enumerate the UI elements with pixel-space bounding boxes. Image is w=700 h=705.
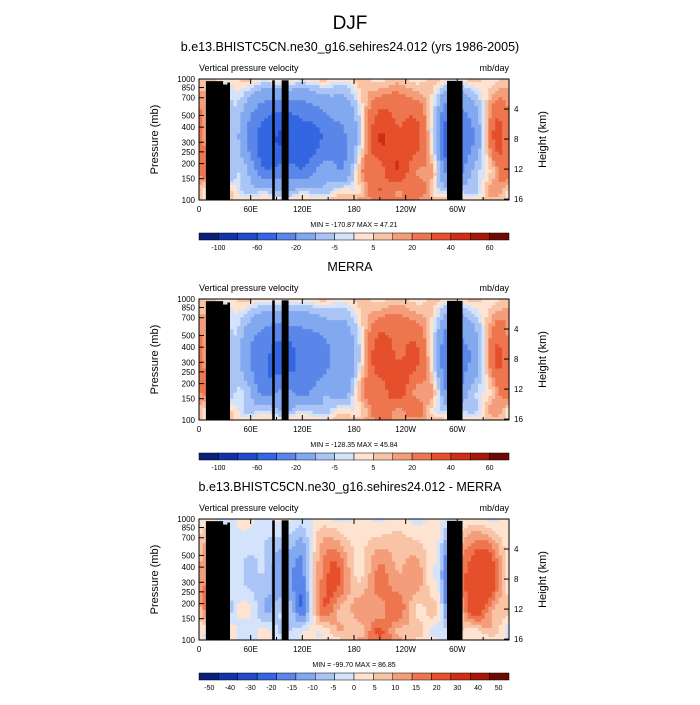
- right-string: mb/day: [479, 283, 509, 293]
- y-tick-label: 150: [182, 175, 196, 184]
- topography: [227, 83, 230, 200]
- y-tick-label: 200: [182, 160, 196, 169]
- colorbar-box: [257, 233, 276, 240]
- colorbar-label: 40: [447, 245, 455, 252]
- topography: [272, 80, 275, 200]
- page-title: DJF: [333, 13, 368, 34]
- colorbar-box: [296, 233, 315, 240]
- colorbar-box: [490, 233, 509, 240]
- y-tick-label: 250: [182, 148, 196, 157]
- contour-field: [199, 299, 510, 421]
- min-max-stats: MIN = -170.87 MAX = 47.21: [310, 222, 397, 229]
- colorbar-box: [470, 233, 489, 240]
- colorbar-box: [315, 233, 334, 240]
- colorbar-label: 20: [408, 245, 416, 252]
- colorbar-box: [238, 233, 257, 240]
- topography: [282, 80, 289, 200]
- y2-tick-label: 4: [514, 105, 519, 114]
- x-tick-label: 60W: [449, 205, 466, 214]
- colorbar-label: -60: [252, 245, 262, 252]
- right-string: mb/day: [479, 63, 509, 73]
- colorbar-box: [432, 233, 451, 240]
- panel-1: b.e13.BHISTC5CN.ne30_g16.sehires24.012 (…: [149, 40, 549, 252]
- colorbar: -100 -60 -20 -5 5 20 40 60: [199, 233, 509, 252]
- x-tick-label: 60E: [244, 205, 258, 214]
- panels: b.e13.BHISTC5CN.ne30_g16.sehires24.012 (…: [149, 40, 549, 692]
- colorbar-box: [199, 233, 218, 240]
- colorbar-box: [335, 233, 354, 240]
- colorbar-label: -20: [291, 245, 301, 252]
- colorbar-box: [277, 233, 296, 240]
- y-axis-title: Pressure (mb): [149, 105, 161, 175]
- y-tick-label: 850: [182, 84, 196, 93]
- topography: [447, 81, 463, 200]
- contour-field: [199, 79, 510, 201]
- x-tick-label: 120W: [395, 205, 416, 214]
- y2-tick-label: 8: [514, 135, 519, 144]
- colorbar-label: 60: [486, 245, 494, 252]
- colorbar-box: [412, 233, 431, 240]
- colorbar-box: [393, 233, 412, 240]
- panel-title: b.e13.BHISTC5CN.ne30_g16.sehires24.012 (…: [181, 40, 519, 54]
- colorbar-label: -100: [211, 245, 225, 252]
- colorbar-box: [218, 233, 237, 240]
- colorbar-box: [451, 233, 470, 240]
- x-tick-label: 180: [347, 205, 361, 214]
- y-tick-label: 400: [182, 123, 196, 132]
- colorbar-label: -5: [332, 245, 338, 252]
- y-tick-label: 500: [182, 111, 196, 120]
- colorbar-box: [373, 233, 392, 240]
- y-tick-label: 300: [182, 138, 196, 147]
- y2-tick-label: 16: [514, 195, 523, 204]
- left-string: Vertical pressure velocity: [199, 63, 299, 73]
- y-tick-label: 700: [182, 94, 196, 103]
- x-tick-label: 120E: [293, 205, 312, 214]
- colorbar-label: 5: [371, 245, 375, 252]
- x-tick-label: 0: [197, 205, 202, 214]
- colorbar-box: [354, 233, 373, 240]
- panel-title: MERRA: [327, 260, 373, 274]
- y-tick-label: 100: [182, 196, 196, 205]
- y2-axis-title: Height (km): [537, 111, 549, 168]
- y-tick-label: 1000: [177, 75, 195, 84]
- y2-tick-label: 12: [514, 165, 523, 174]
- left-string: Vertical pressure velocity: [199, 283, 299, 293]
